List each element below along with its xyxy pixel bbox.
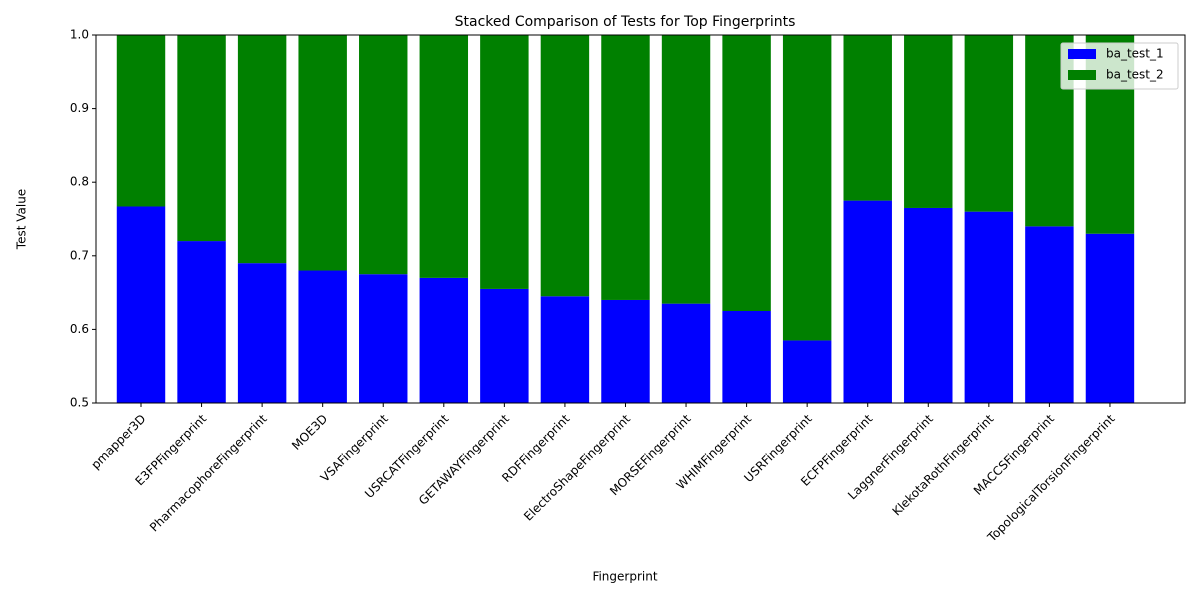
y-axis-label: Test Value	[15, 189, 29, 250]
bar-segment	[722, 311, 771, 403]
bar-segment	[661, 35, 711, 304]
y-tick-label: 0.5	[70, 396, 89, 410]
bar-segment	[177, 35, 226, 242]
bar-segment	[419, 35, 469, 278]
bar-segment	[419, 277, 469, 403]
bar-segment	[116, 206, 166, 403]
x-tick-label: MOE3D	[289, 412, 330, 453]
y-tick-label: 0.7	[70, 248, 89, 262]
x-tick-label: TopologicalTorsionFingerprint	[984, 411, 1118, 545]
bar-segment	[116, 35, 166, 207]
bar-segment	[298, 35, 347, 271]
y-tick-label: 0.6	[70, 322, 89, 336]
bar-segment	[177, 241, 226, 403]
legend-swatch	[1068, 70, 1096, 80]
bar-segment	[904, 207, 953, 403]
bar-segment	[601, 35, 650, 300]
bar-segment	[237, 35, 287, 264]
bar-segment	[843, 200, 892, 403]
bars	[116, 35, 1135, 403]
x-tick-label: KlekotaRothFingerprint	[890, 411, 997, 518]
bar-segment	[540, 296, 590, 403]
bar-segment	[1025, 226, 1074, 403]
bar-segment	[480, 288, 529, 403]
bar-segment	[1085, 233, 1135, 403]
bar-segment	[359, 35, 408, 275]
bar-segment	[480, 35, 529, 289]
bar-segment	[843, 35, 892, 201]
bar-segment	[782, 340, 832, 403]
x-axis-label: Fingerprint	[592, 570, 657, 584]
x-tick-label: pmapper3D	[88, 412, 148, 472]
bar-segment	[782, 35, 832, 341]
bar-segment	[540, 35, 590, 297]
plot-frame	[95, 34, 1186, 404]
bar-segment	[661, 303, 711, 403]
y-tick-label: 0.9	[70, 101, 89, 115]
bar-segment	[964, 211, 1014, 403]
x-tick-label: ElectroShapeFingerprint	[521, 411, 633, 523]
bar-segment	[904, 35, 953, 208]
bar-segment	[601, 299, 650, 403]
y-tick-label: 1.0	[70, 28, 89, 42]
bar-segment	[298, 270, 347, 403]
bar-segment	[1025, 35, 1074, 227]
chart-title: Stacked Comparison of Tests for Top Fing…	[455, 14, 796, 30]
legend-swatch	[1068, 49, 1096, 59]
bar-segment	[359, 274, 408, 403]
legend-label: ba_test_1	[1106, 47, 1164, 61]
x-tick-label: PharmacophoreFingerprint	[147, 411, 270, 534]
legend-label: ba_test_2	[1106, 68, 1164, 82]
bar-segment	[237, 263, 287, 403]
bar-segment	[722, 35, 771, 311]
y-tick-label: 0.8	[70, 175, 89, 189]
bar-segment	[964, 35, 1014, 212]
